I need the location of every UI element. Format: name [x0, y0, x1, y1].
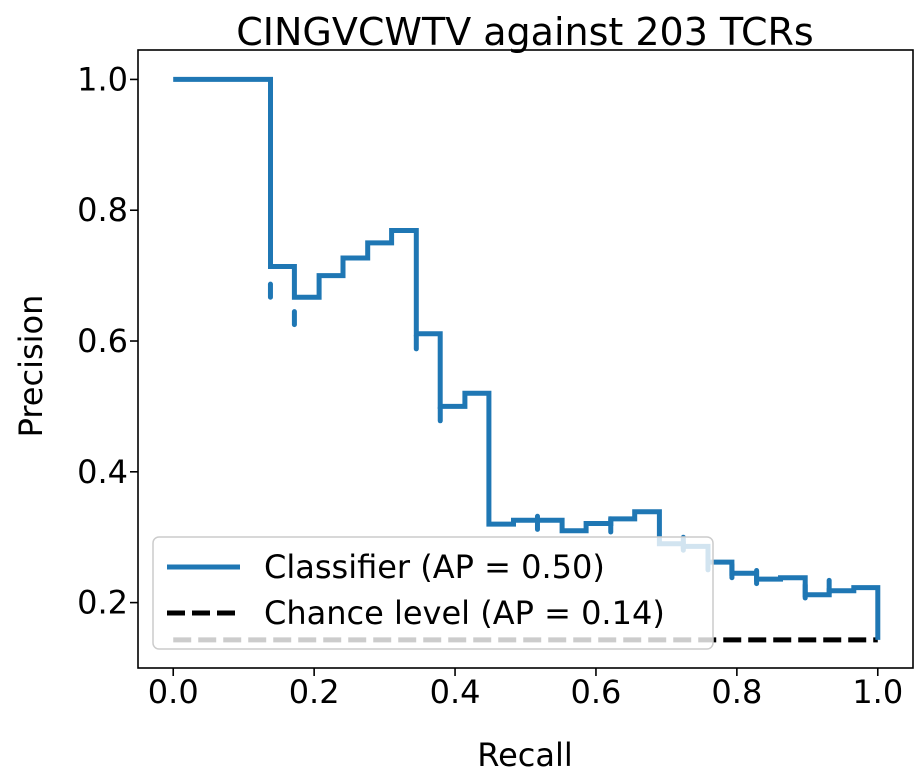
classifier-curve — [173, 76, 881, 640]
y-tick-label: 1.0 — [77, 60, 128, 98]
x-tick-label: 0.0 — [148, 673, 199, 711]
x-tick-label: 1.0 — [852, 673, 903, 711]
y-axis-label: Precision — [12, 295, 50, 438]
legend-box — [152, 536, 714, 650]
y-tick-label: 0.2 — [77, 584, 128, 622]
x-axis: 0.0 0.2 0.4 0.6 0.8 1.0 — [148, 668, 903, 711]
y-axis: 0.2 0.4 0.6 0.8 1.0 — [77, 60, 138, 622]
x-tick-label: 0.6 — [571, 673, 622, 711]
chart-title: CINGVCWTV against 203 TCRs — [236, 10, 813, 54]
y-tick-label: 0.6 — [77, 322, 128, 360]
y-tick-label: 0.4 — [77, 453, 128, 491]
legend: Classifier (AP = 0.50) Chance level (AP =… — [152, 536, 714, 650]
x-tick-label: 0.4 — [430, 673, 481, 711]
x-axis-label: Recall — [477, 736, 572, 774]
legend-chance-label: Chance level (AP = 0.14) — [264, 594, 665, 632]
plot-frame — [137, 49, 914, 669]
x-tick-label: 0.8 — [711, 673, 762, 711]
x-tick-label: 0.2 — [289, 673, 340, 711]
y-tick-label: 0.8 — [77, 191, 128, 229]
legend-classifier-label: Classifier (AP = 0.50) — [264, 548, 605, 586]
